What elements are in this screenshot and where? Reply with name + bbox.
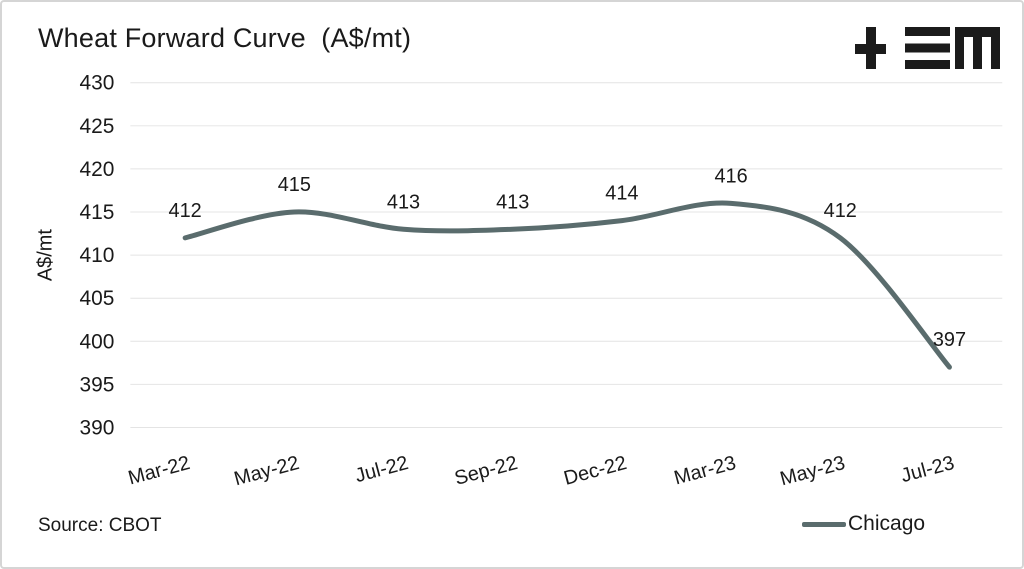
- legend: Chicago: [802, 512, 925, 536]
- y-tick-label: 390: [80, 416, 115, 439]
- x-tick-label: May-22: [232, 452, 302, 490]
- plus-icon: [855, 27, 886, 69]
- x-tick-label: Mar-23: [672, 452, 739, 490]
- data-label: 414: [605, 183, 638, 205]
- x-tick-label: Dec-22: [561, 452, 629, 490]
- x-tick-label: May-23: [778, 452, 848, 490]
- y-tick-label: 430: [80, 72, 115, 95]
- blocky-m-icon: [955, 27, 1000, 69]
- data-label: 413: [387, 191, 420, 213]
- tem-logo: [855, 27, 1000, 69]
- x-tick-label: Jul-22: [353, 452, 411, 487]
- gridlines: [130, 82, 1003, 428]
- legend-line-swatch: [802, 521, 846, 527]
- x-tick-label: Sep-22: [452, 452, 520, 490]
- data-label: 412: [824, 200, 857, 222]
- x-tick-label: Mar-22: [126, 452, 193, 490]
- data-label: 412: [169, 200, 202, 222]
- legend-series-label: Chicago: [848, 512, 926, 535]
- data-label: 416: [714, 165, 747, 187]
- data-label: 397: [933, 329, 966, 351]
- x-tick-label: Jul-23: [899, 452, 957, 487]
- triple-bar-icon: [905, 27, 950, 69]
- y-axis-title: A$/mt: [35, 229, 57, 281]
- y-axis-tick-labels: 430 425 420 415 410 405 400 395 390: [80, 72, 115, 440]
- y-tick-label: 425: [80, 115, 115, 138]
- series-line-chicago: [182, 200, 952, 370]
- y-tick-label: 415: [80, 201, 115, 224]
- x-axis-tick-labels: Mar-22 May-22 Jul-22 Sep-22 Dec-22 Mar-23 May-…: [126, 452, 957, 490]
- data-label: 415: [278, 174, 311, 196]
- data-label: 413: [496, 191, 529, 213]
- y-tick-label: 395: [80, 373, 115, 396]
- y-tick-label: 410: [80, 244, 115, 267]
- data-labels: 412 415 413 413 414 416 412 397: [169, 165, 967, 351]
- y-tick-label: 400: [80, 330, 115, 353]
- source-note: Source: CBOT: [38, 515, 162, 536]
- chart-title: Wheat Forward Curve (A$/mt): [38, 23, 412, 53]
- y-tick-label: 405: [80, 287, 115, 310]
- series-lines: [182, 200, 952, 370]
- y-tick-label: 420: [80, 158, 115, 181]
